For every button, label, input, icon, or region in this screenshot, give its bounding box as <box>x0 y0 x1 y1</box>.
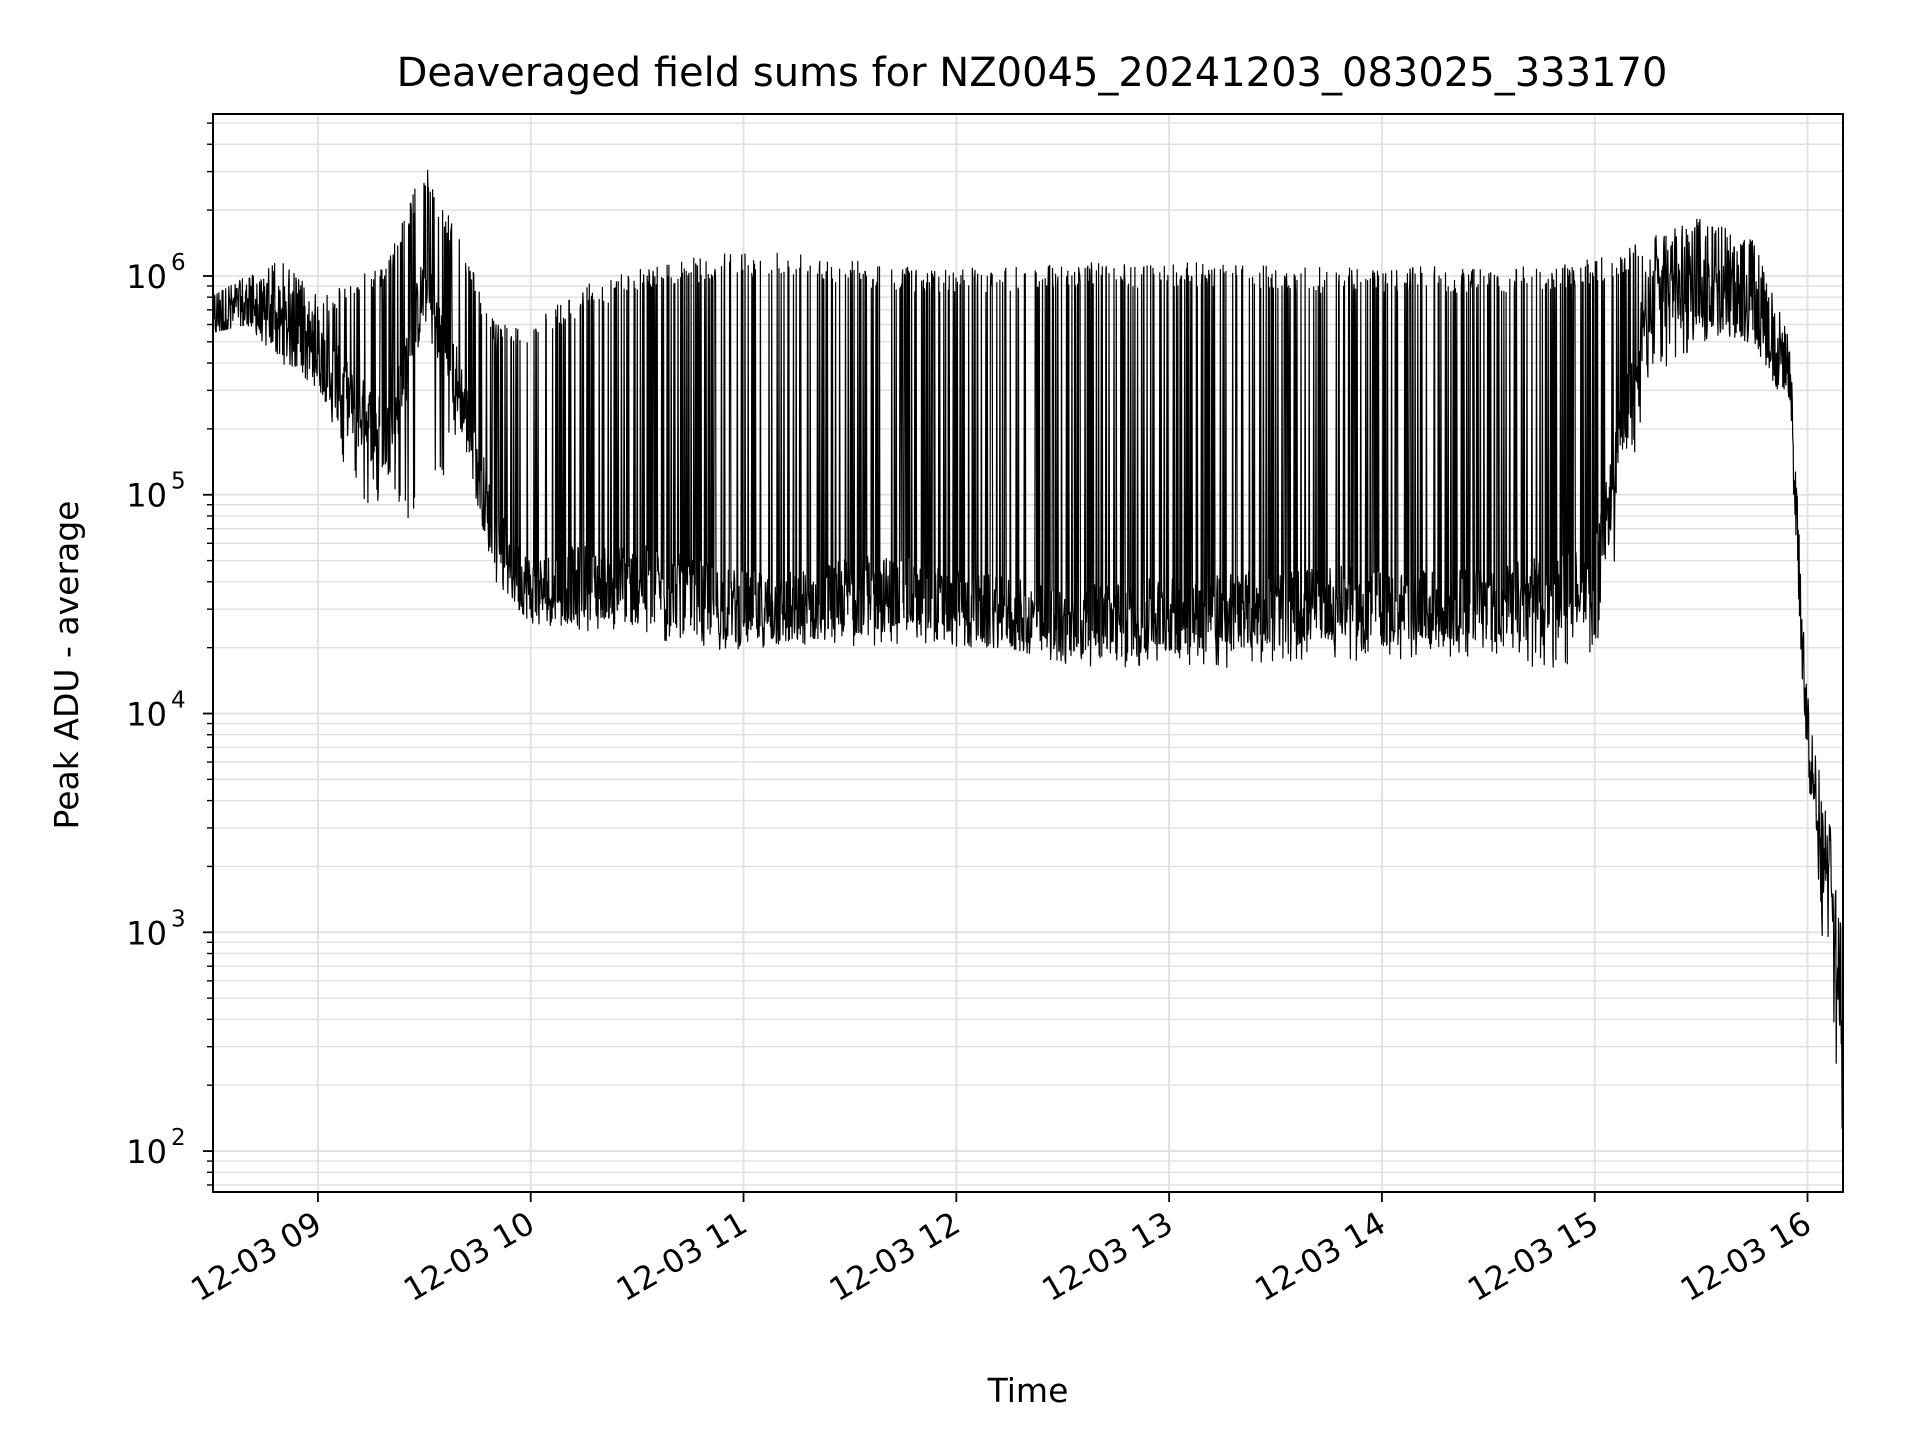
y-tick-exponent: 6 <box>171 250 186 276</box>
y-tick-exponent: 4 <box>171 688 186 714</box>
y-tick-exponent: 2 <box>171 1125 186 1151</box>
y-tick-label: 10 <box>126 258 167 296</box>
plot-frame <box>212 113 1844 1193</box>
series-line <box>213 169 1843 1129</box>
y-tick-label: 10 <box>126 696 167 734</box>
y-tick-label: 10 <box>126 914 167 952</box>
y-tick-exponent: 5 <box>171 469 186 495</box>
series-layer <box>213 169 1843 1129</box>
chart-title: Deaveraged field sums for NZ0045_2024120… <box>397 50 1668 96</box>
x-axis-label: Time <box>987 1371 1069 1410</box>
y-tick-exponent: 3 <box>171 906 186 932</box>
y-tick-label: 10 <box>126 1133 167 1171</box>
y-axis-label: Peak ADU - average <box>47 501 86 830</box>
y-tick-label: 10 <box>126 477 167 515</box>
